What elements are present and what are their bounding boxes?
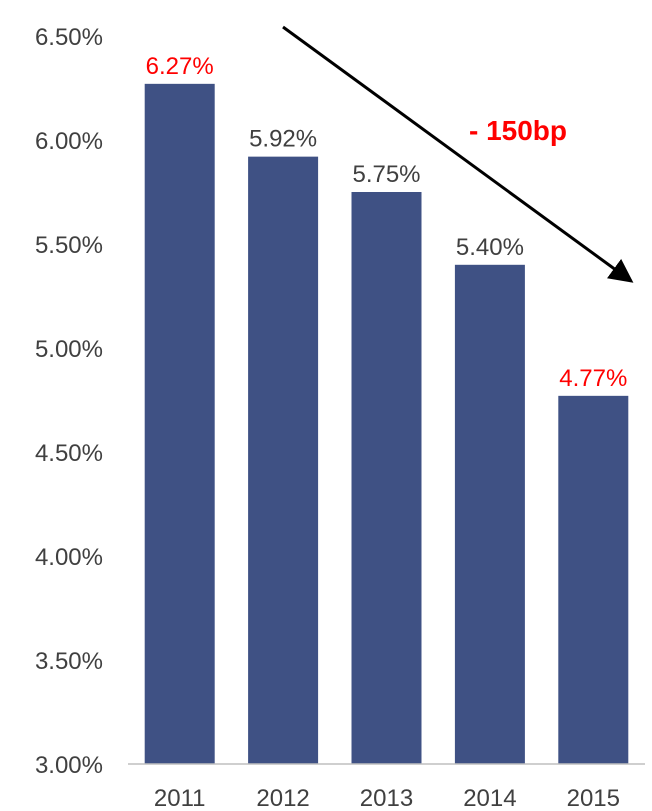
y-tick-label: 5.00% (35, 336, 103, 363)
y-tick-label: 4.50% (35, 440, 103, 467)
data-label-2011: 6.27% (146, 53, 214, 80)
y-axis: 3.00% 3.50% 4.00% 4.50% 5.00% 5.50% 6.00% 6.50% (35, 24, 103, 779)
y-tick-label: 3.00% (35, 752, 103, 779)
trend-annotation-label: - 150bp (469, 115, 567, 146)
bar-2011 (144, 83, 215, 765)
bar-2013 (351, 192, 422, 764)
y-tick-label: 4.00% (35, 544, 103, 571)
data-labels: 6.27% 5.92% 5.75% 5.40% 4.77% (146, 53, 628, 392)
x-tick-label: 2011 (154, 785, 206, 811)
y-tick-label: 3.50% (35, 648, 103, 675)
data-label-2012: 5.92% (249, 126, 317, 153)
trend-annotation: - 150bp (282, 25, 634, 283)
bar-2015 (558, 395, 629, 764)
data-label-2015: 4.77% (559, 365, 627, 392)
x-tick-label: 2015 (567, 785, 620, 811)
trend-arrow (282, 25, 634, 283)
y-tick-label: 6.00% (35, 128, 103, 155)
x-tick-label: 2014 (463, 785, 516, 811)
y-tick-label: 6.50% (35, 24, 103, 51)
bars (144, 83, 629, 765)
data-label-2013: 5.75% (352, 161, 420, 188)
x-tick-label: 2012 (256, 785, 309, 811)
x-tick-label: 2013 (360, 785, 413, 811)
bar-2012 (248, 156, 319, 764)
bar-2014 (454, 264, 525, 764)
x-axis: 2011 2012 2013 2014 2015 (128, 763, 645, 811)
y-tick-label: 5.50% (35, 232, 103, 259)
data-label-2014: 5.40% (456, 234, 524, 261)
